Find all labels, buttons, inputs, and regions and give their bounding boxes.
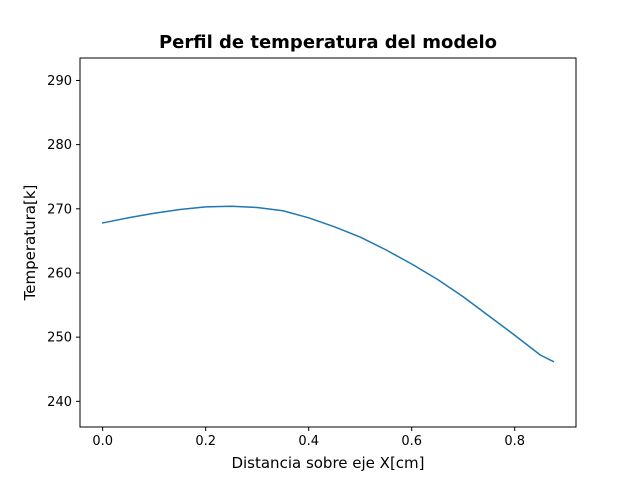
x-axis-label: Distancia sobre eje X[cm] [231,454,424,472]
x-tick-label: 0.6 [401,434,422,449]
plot-lines [101,205,555,363]
temperature-series-line [101,205,555,363]
x-tick-label: 0.4 [298,434,319,449]
plot-frame [79,57,577,428]
y-tick-label: 270 [47,202,72,217]
y-tick-label: 290 [47,74,72,89]
y-tick-label: 240 [47,395,72,410]
y-tick-label: 260 [47,266,72,281]
y-axis-ticks: 240 250 260 270 280 290 [47,74,80,410]
y-tick-label: 280 [47,138,72,153]
x-axis-ticks: 0.0 0.2 0.4 0.6 0.8 [92,427,525,449]
x-tick-label: 0.8 [504,434,525,449]
chart-title: Perfil de temperatura del modelo [159,32,497,53]
y-axis-label: Temperatura[k] [21,185,39,302]
y-tick-label: 250 [47,331,72,346]
x-tick-label: 0.0 [92,434,113,449]
x-tick-label: 0.2 [195,434,216,449]
